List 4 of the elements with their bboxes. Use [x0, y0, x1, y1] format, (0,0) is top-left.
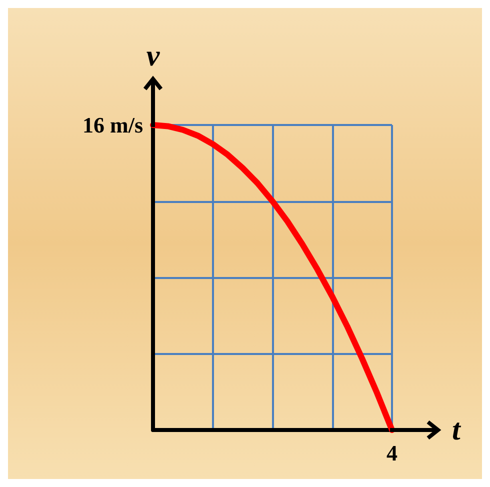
x-axis-title: t	[452, 414, 462, 446]
y-axis-title: v	[146, 40, 160, 72]
text: 4	[386, 440, 398, 466]
text: 16 m/s	[82, 112, 144, 138]
